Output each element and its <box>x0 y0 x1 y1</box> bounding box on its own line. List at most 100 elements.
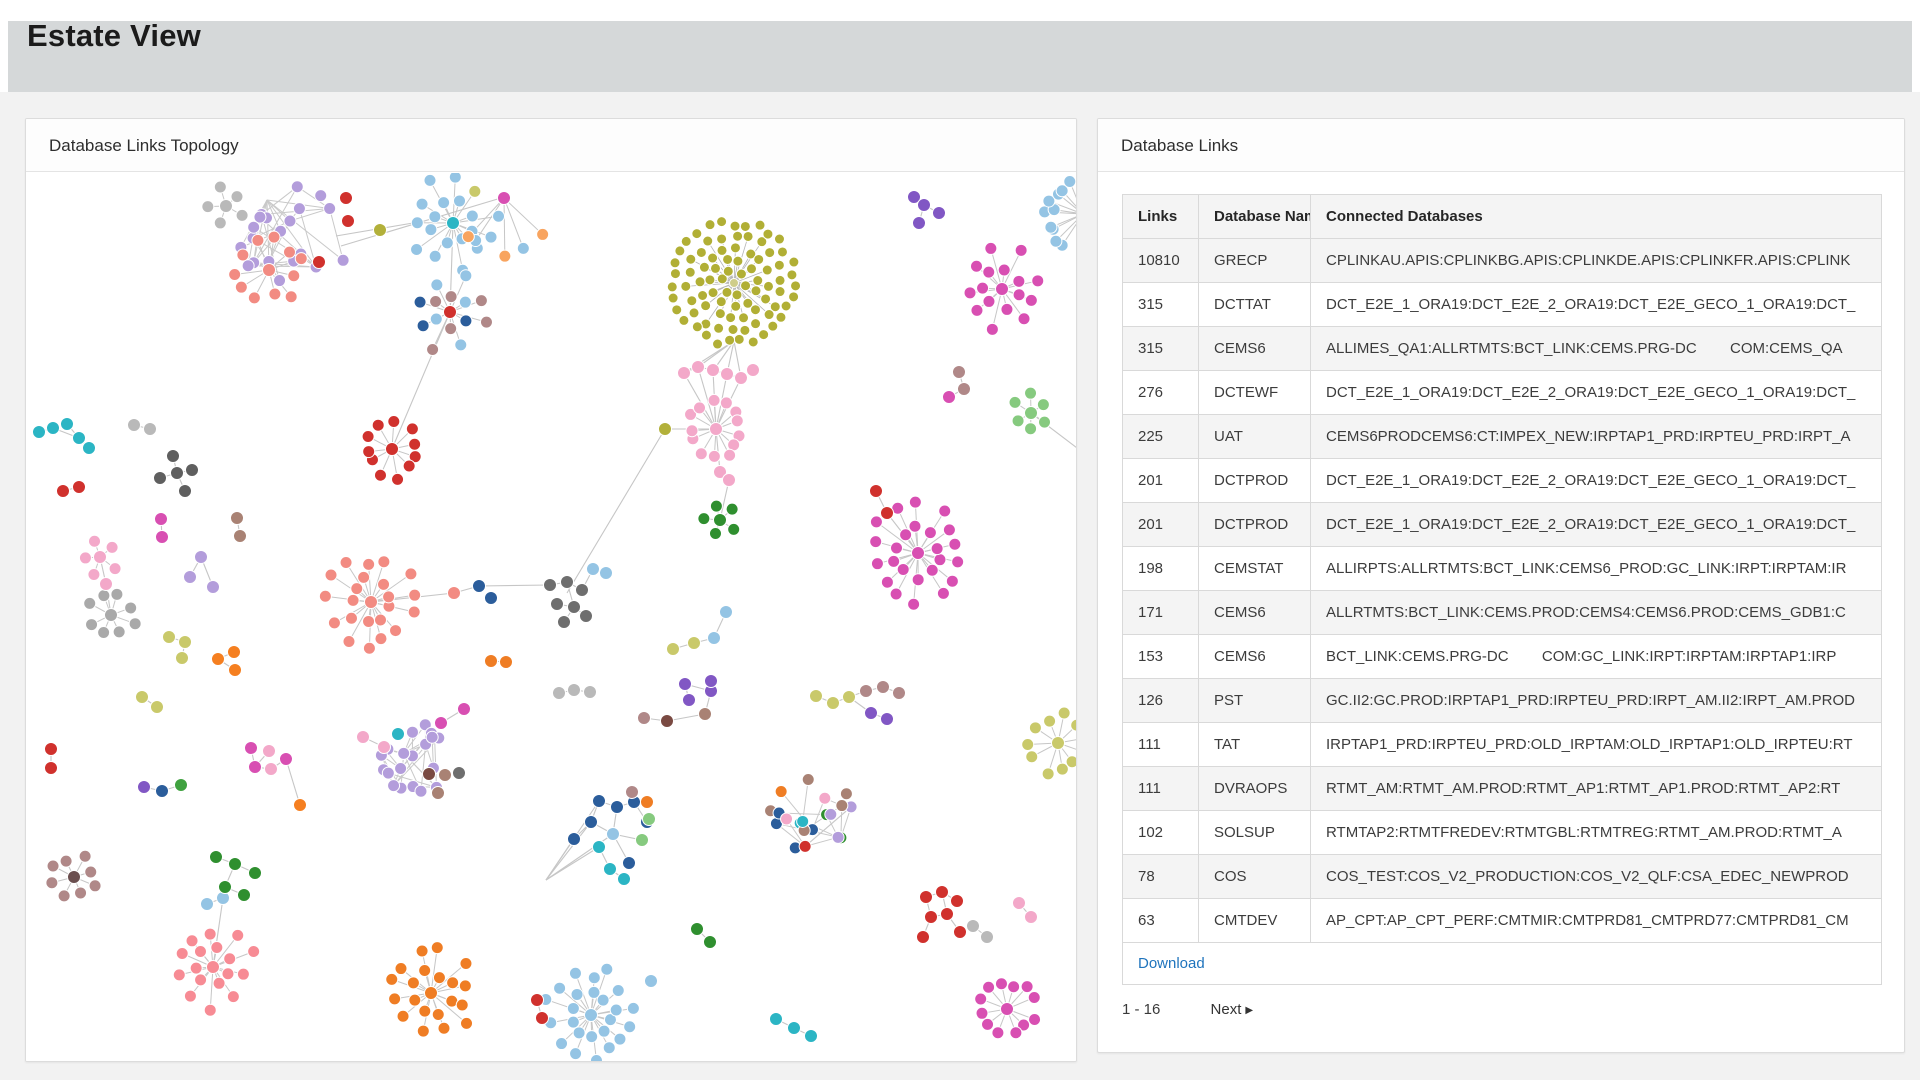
graph-node[interactable] <box>425 730 439 744</box>
graph-node[interactable] <box>424 223 438 237</box>
graph-node[interactable] <box>408 450 422 464</box>
graph-node[interactable] <box>97 589 111 603</box>
graph-node[interactable] <box>46 421 60 435</box>
graph-node[interactable] <box>734 371 748 385</box>
graph-node[interactable] <box>587 985 601 999</box>
graph-node[interactable] <box>416 1024 430 1038</box>
graph-node[interactable] <box>790 280 802 292</box>
graph-node[interactable] <box>948 537 962 551</box>
graph-node[interactable] <box>892 686 906 700</box>
graph-node[interactable] <box>716 233 728 245</box>
graph-node[interactable] <box>787 1021 801 1035</box>
graph-node[interactable] <box>597 1024 611 1038</box>
graph-node[interactable] <box>428 249 442 263</box>
graph-node[interactable] <box>709 499 723 513</box>
graph-node[interactable] <box>930 542 944 556</box>
graph-node[interactable] <box>686 295 698 307</box>
graph-node[interactable] <box>391 727 405 741</box>
graph-node[interactable] <box>919 890 933 904</box>
graph-node[interactable] <box>67 870 81 884</box>
graph-node[interactable] <box>622 856 636 870</box>
graph-node[interactable] <box>210 941 224 955</box>
graph-node[interactable] <box>880 712 894 726</box>
graph-node[interactable] <box>406 976 420 990</box>
graph-node[interactable] <box>414 784 428 798</box>
graph-node[interactable] <box>213 216 227 230</box>
graph-node[interactable] <box>697 290 709 302</box>
graph-node[interactable] <box>391 472 405 486</box>
graph-node[interactable] <box>241 259 255 273</box>
graph-node[interactable] <box>707 252 719 264</box>
graph-node[interactable] <box>536 227 550 241</box>
graph-node[interactable] <box>587 971 601 985</box>
graph-node[interactable] <box>716 244 728 256</box>
graph-node[interactable] <box>963 286 977 300</box>
graph-node[interactable] <box>729 242 741 254</box>
graph-node[interactable] <box>936 586 950 600</box>
graph-node[interactable] <box>175 651 189 665</box>
graph-node[interactable] <box>804 1029 818 1043</box>
graph-node[interactable] <box>46 859 60 873</box>
graph-node[interactable] <box>385 972 399 986</box>
graph-node[interactable] <box>1024 293 1038 307</box>
graph-node[interactable] <box>389 624 403 638</box>
graph-node[interactable] <box>472 579 486 593</box>
graph-node[interactable] <box>724 334 736 346</box>
graph-node[interactable] <box>56 484 70 498</box>
graph-node[interactable] <box>831 830 845 844</box>
graph-node[interactable] <box>1024 386 1038 400</box>
graph-node[interactable] <box>404 567 418 581</box>
graph-node[interactable] <box>104 608 118 622</box>
graph-node[interactable] <box>454 338 468 352</box>
graph-node[interactable] <box>762 228 774 240</box>
graph-node[interactable] <box>899 528 913 542</box>
graph-node[interactable] <box>206 580 220 594</box>
graph-node[interactable] <box>1011 414 1025 428</box>
graph-node[interactable] <box>995 282 1009 296</box>
graph-node[interactable] <box>388 992 402 1006</box>
graph-node[interactable] <box>452 766 466 780</box>
graph-node[interactable] <box>568 966 582 980</box>
graph-node[interactable] <box>385 442 399 456</box>
graph-node[interactable] <box>773 259 785 271</box>
graph-node[interactable] <box>637 711 651 725</box>
graph-node[interactable] <box>362 641 376 655</box>
graph-node[interactable] <box>492 209 506 223</box>
graph-node[interactable] <box>669 268 681 280</box>
graph-node[interactable] <box>660 714 674 728</box>
graph-node[interactable] <box>980 930 994 944</box>
graph-node[interactable] <box>764 247 776 259</box>
graph-node[interactable] <box>719 605 733 619</box>
graph-node[interactable] <box>835 799 849 813</box>
graph-node[interactable] <box>917 198 931 212</box>
graph-node[interactable] <box>346 593 360 607</box>
graph-node[interactable] <box>253 210 267 224</box>
graph-node[interactable] <box>1055 184 1069 198</box>
graph-node[interactable] <box>572 1026 586 1040</box>
graph-node[interactable] <box>780 300 792 312</box>
graph-node[interactable] <box>373 468 387 482</box>
graph-node[interactable] <box>707 449 721 463</box>
graph-node[interactable] <box>282 245 296 259</box>
graph-node[interactable] <box>702 235 714 247</box>
graph-node[interactable] <box>566 1015 580 1029</box>
graph-node[interactable] <box>178 635 192 649</box>
graph-node[interactable] <box>112 625 126 639</box>
graph-node[interactable] <box>722 265 734 277</box>
graph-node[interactable] <box>682 693 696 707</box>
graph-node[interactable] <box>584 1008 598 1022</box>
graph-node[interactable] <box>410 216 424 230</box>
graph-node[interactable] <box>154 512 168 526</box>
graph-node[interactable] <box>211 652 225 666</box>
graph-node[interactable] <box>484 654 498 668</box>
graph-node[interactable] <box>88 879 102 893</box>
graph-node[interactable] <box>908 495 922 509</box>
graph-node[interactable] <box>602 1041 616 1055</box>
graph-node[interactable] <box>691 228 703 240</box>
graph-node[interactable] <box>809 689 823 703</box>
graph-node[interactable] <box>431 1007 445 1021</box>
graph-node[interactable] <box>982 980 996 994</box>
graph-node[interactable] <box>465 209 479 223</box>
graph-node[interactable] <box>721 286 733 298</box>
graph-node[interactable] <box>1024 422 1038 436</box>
